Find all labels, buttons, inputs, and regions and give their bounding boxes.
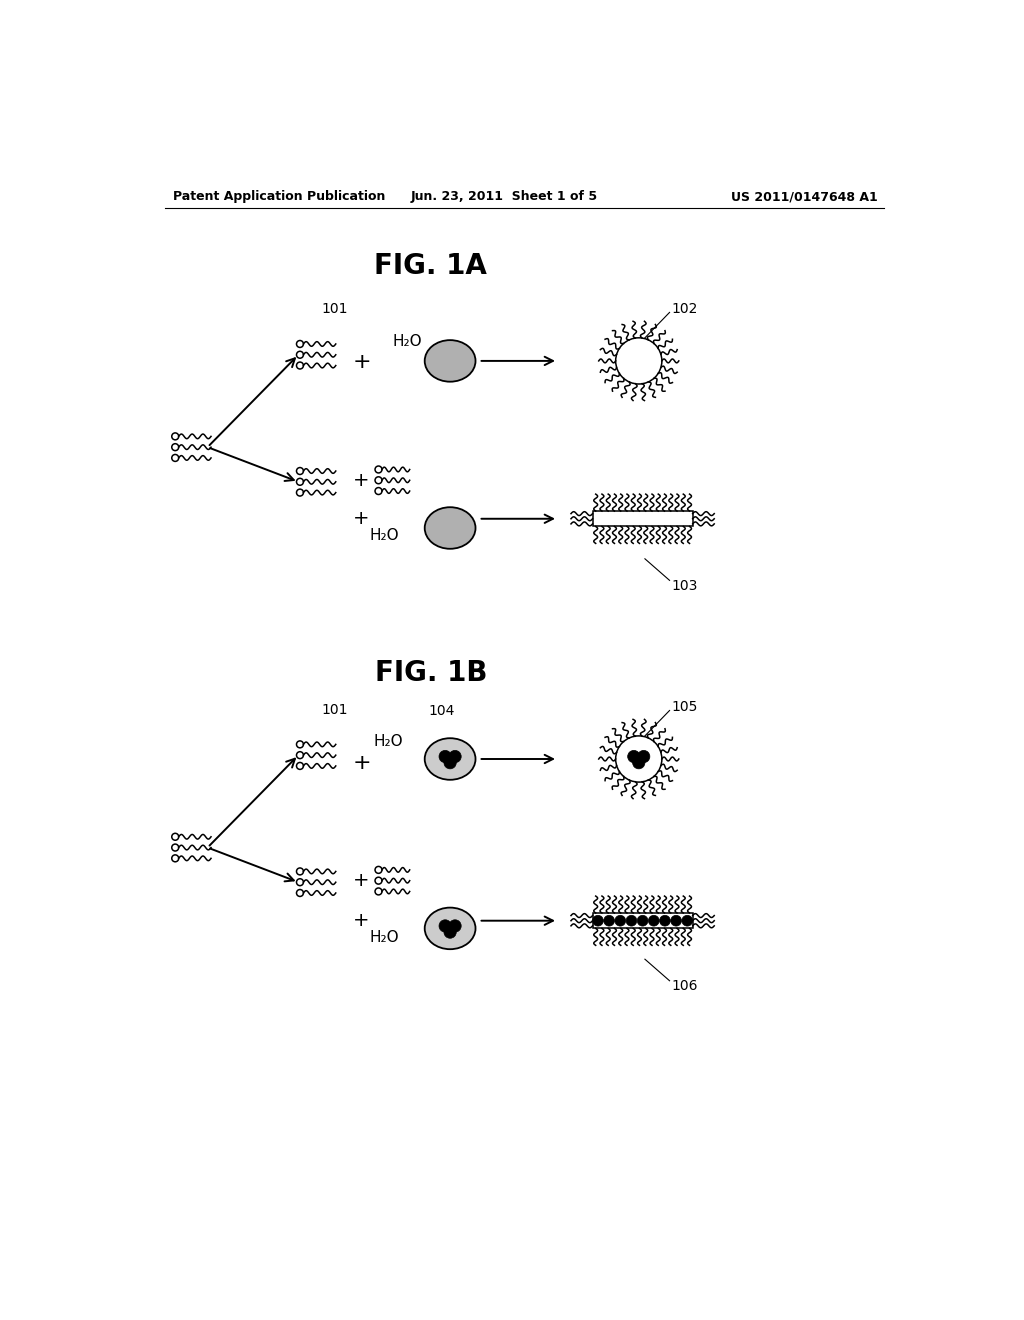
Text: +: + [352, 352, 371, 372]
Ellipse shape [425, 908, 475, 949]
Text: +: + [353, 471, 370, 490]
Text: 101: 101 [322, 702, 348, 717]
Text: 102: 102 [672, 301, 698, 315]
Text: 101: 101 [322, 302, 348, 317]
Text: +: + [353, 871, 370, 890]
Circle shape [444, 756, 457, 768]
Text: H₂O: H₂O [392, 334, 422, 350]
Text: +: + [353, 911, 370, 931]
Circle shape [593, 915, 603, 927]
Circle shape [648, 915, 659, 927]
Bar [593, 511, 692, 527]
Circle shape [638, 750, 650, 763]
Circle shape [633, 756, 645, 768]
Circle shape [626, 915, 637, 927]
Circle shape [637, 915, 648, 927]
Text: H₂O: H₂O [370, 931, 399, 945]
Circle shape [682, 915, 692, 927]
Text: +: + [353, 510, 370, 528]
Text: +: + [352, 752, 371, 772]
Circle shape [449, 920, 461, 932]
Text: Jun. 23, 2011  Sheet 1 of 5: Jun. 23, 2011 Sheet 1 of 5 [411, 190, 598, 203]
Text: 104: 104 [429, 705, 455, 718]
Text: FIG. 1A: FIG. 1A [375, 252, 487, 280]
Text: H₂O: H₂O [373, 734, 402, 748]
Text: H₂O: H₂O [370, 528, 399, 544]
Circle shape [615, 737, 662, 781]
Circle shape [628, 750, 640, 763]
Circle shape [604, 915, 614, 927]
Ellipse shape [425, 738, 475, 780]
Text: FIG. 1B: FIG. 1B [375, 659, 487, 686]
Circle shape [439, 750, 452, 763]
Text: US 2011/0147648 A1: US 2011/0147648 A1 [731, 190, 878, 203]
Text: 106: 106 [672, 979, 698, 993]
Circle shape [439, 920, 452, 932]
Circle shape [444, 925, 457, 939]
Text: Patent Application Publication: Patent Application Publication [173, 190, 385, 203]
Text: 103: 103 [672, 578, 698, 593]
Circle shape [614, 915, 626, 927]
Circle shape [671, 915, 682, 927]
Text: 105: 105 [672, 700, 698, 714]
Circle shape [449, 750, 461, 763]
Circle shape [659, 915, 671, 927]
Bar [593, 913, 692, 928]
Ellipse shape [425, 341, 475, 381]
Circle shape [615, 338, 662, 384]
Ellipse shape [425, 507, 475, 549]
